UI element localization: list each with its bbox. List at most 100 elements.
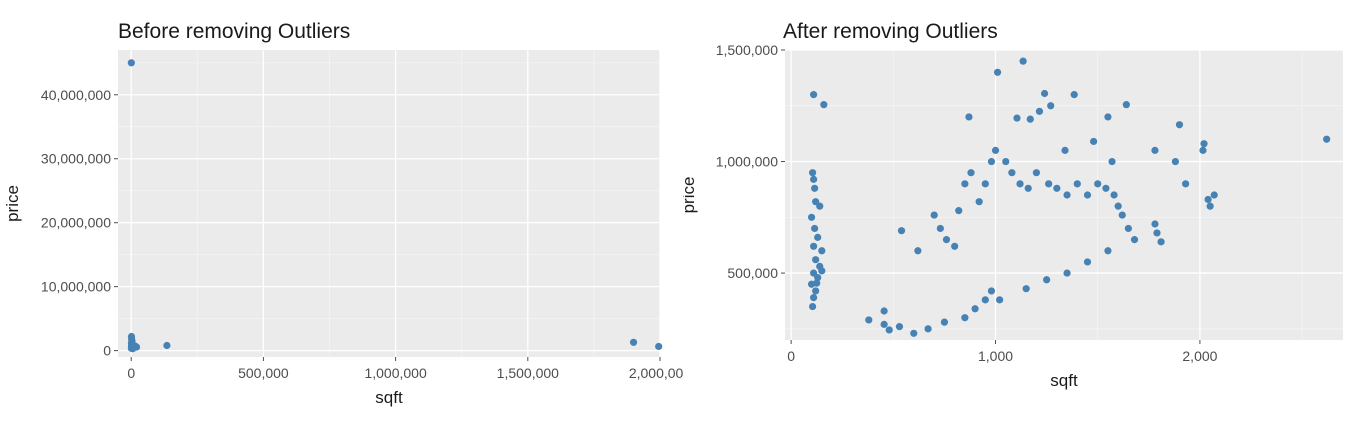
data-point	[993, 68, 1002, 76]
data-point	[1043, 276, 1051, 284]
chart-before: 0 500,000 1,000,000 1,500,000 2,000,000 0 10,0…	[3, 20, 691, 407]
data-point	[818, 267, 826, 275]
data-point	[971, 305, 979, 313]
data-point	[1104, 113, 1112, 121]
data-point	[1124, 224, 1132, 233]
data-point	[814, 233, 822, 241]
data-point	[812, 256, 820, 264]
data-point	[1083, 258, 1092, 266]
data-point	[1053, 184, 1061, 192]
y-tick-label: 1,000,000	[716, 154, 778, 170]
data-point	[961, 314, 969, 322]
data-point	[820, 101, 828, 109]
data-point	[1118, 211, 1126, 219]
data-point	[1016, 180, 1024, 188]
data-point	[910, 329, 918, 337]
chart-after-panel: 0 1,000 2,000 500,000 1,000,000 1,500,000 Afte…	[679, 0, 1366, 429]
data-point	[811, 224, 819, 233]
data-point	[965, 113, 973, 121]
data-point	[1206, 202, 1214, 210]
data-point	[967, 169, 975, 177]
data-point	[813, 279, 821, 287]
data-point	[1130, 236, 1139, 244]
data-point	[1024, 184, 1032, 192]
x-tick-label: 2,000	[1182, 348, 1217, 364]
x-tick-label: 1,000	[978, 348, 1013, 364]
x-axis-title: sqft	[1050, 371, 1078, 390]
data-point	[1035, 107, 1044, 115]
data-point	[940, 318, 949, 326]
x-tick-label: 2,000,000	[629, 365, 683, 381]
data-point	[163, 341, 171, 350]
chart-title: After removing Outliers	[783, 20, 998, 43]
data-point	[1114, 202, 1122, 210]
data-point	[1061, 146, 1069, 154]
chart-title: Before removing Outliers	[118, 20, 350, 43]
data-point	[991, 146, 1000, 154]
data-point	[914, 247, 922, 255]
data-point	[996, 296, 1004, 304]
data-point	[655, 342, 663, 351]
y-axis-title: price	[3, 185, 22, 222]
x-tick-label: 0	[787, 348, 795, 364]
data-point	[1002, 157, 1010, 166]
data-point	[981, 296, 989, 304]
data-point	[1045, 180, 1053, 188]
data-point	[811, 184, 819, 192]
data-point	[1094, 180, 1102, 188]
data-point	[812, 287, 820, 295]
data-point	[930, 211, 938, 219]
data-point	[1122, 101, 1130, 109]
plot-background	[118, 50, 660, 357]
x-tick-label: 1,500,000	[497, 365, 559, 381]
data-point	[1026, 115, 1034, 123]
data-point	[1110, 191, 1118, 199]
data-point	[981, 180, 989, 188]
data-point	[127, 59, 135, 67]
data-point	[885, 326, 893, 334]
data-point	[1019, 57, 1027, 65]
data-point	[810, 294, 818, 302]
x-axis-title: sqft	[375, 388, 403, 407]
y-tick-label: 1,500,000	[716, 42, 778, 58]
data-point	[1013, 114, 1021, 122]
data-point	[629, 338, 638, 346]
x-tick-label: 500,000	[238, 365, 289, 381]
data-point	[975, 198, 983, 206]
data-point	[816, 202, 824, 210]
data-point	[1171, 157, 1179, 166]
data-point	[1204, 195, 1212, 204]
data-point	[936, 224, 944, 233]
data-point	[810, 175, 818, 183]
x-tick-label: 0	[127, 365, 135, 381]
data-point	[1108, 157, 1116, 166]
chart-before-panel: 0 500,000 1,000,000 1,500,000 2,000,000 0 10,0…	[0, 0, 691, 429]
data-point	[1200, 140, 1208, 148]
data-point	[818, 247, 826, 255]
data-point	[1153, 229, 1161, 237]
data-point	[895, 323, 904, 331]
data-point	[1210, 191, 1218, 199]
data-point	[897, 227, 906, 235]
y-tick-label: 20,000,000	[41, 215, 111, 231]
data-point	[1182, 180, 1190, 188]
data-point	[987, 157, 996, 166]
y-tick-label: 0	[103, 343, 111, 359]
data-point	[1073, 180, 1081, 188]
data-point	[810, 242, 818, 250]
x-tick-label: 1,000,000	[364, 365, 426, 381]
y-tick-label: 500,000	[727, 265, 778, 281]
data-point	[1175, 121, 1184, 129]
data-point	[1047, 102, 1055, 110]
data-point	[1083, 191, 1092, 199]
data-point	[880, 307, 888, 315]
data-point	[814, 273, 822, 282]
data-point	[1090, 137, 1098, 146]
y-tick-label: 10,000,000	[41, 279, 111, 295]
data-point	[810, 91, 818, 99]
data-point	[808, 302, 817, 311]
data-point	[955, 207, 963, 215]
data-point	[1157, 238, 1165, 246]
data-point	[1151, 220, 1159, 228]
data-point	[1040, 89, 1049, 98]
